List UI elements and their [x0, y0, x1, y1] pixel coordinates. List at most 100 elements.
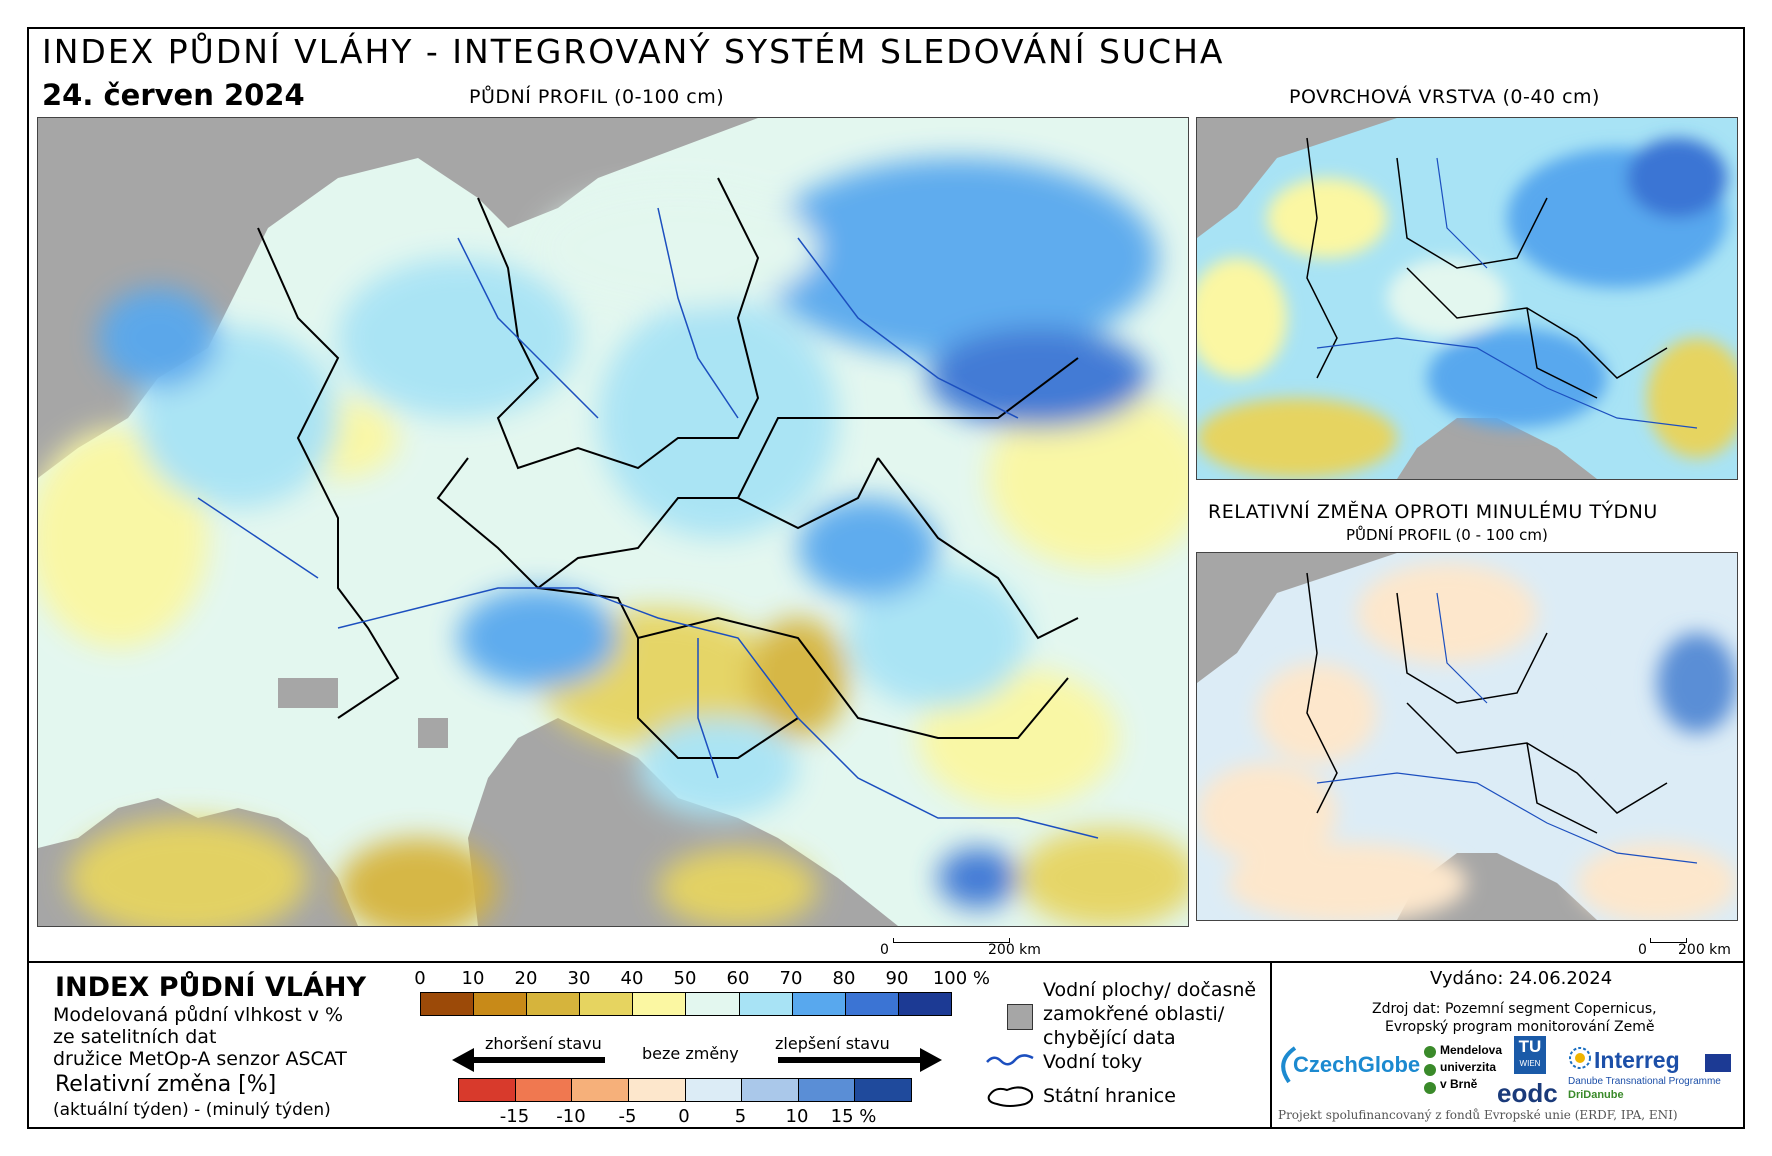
- change-tick-0: -15: [499, 1106, 530, 1127]
- index-swatch-4: [633, 993, 687, 1015]
- index-swatch-8: [845, 993, 899, 1015]
- missing-data-patch: [278, 678, 338, 708]
- source-line-1: Zdroj dat: Pozemní segment Copernicus,: [1372, 1001, 1657, 1017]
- change-swatch-4: [685, 1079, 743, 1101]
- outer-frame: [27, 27, 1745, 1129]
- change-tick-labels: -15 -10 -5 0 5 10 15 %: [458, 1106, 910, 1128]
- relative-change-desc: (aktuální týden) - (minulý týden): [53, 1100, 331, 1120]
- surface-map-label: POVRCHOVÁ VRSTVA (0-40 cm): [1289, 86, 1600, 108]
- eu-flag-icon: [1705, 1054, 1731, 1072]
- index-swatch-0: [421, 993, 475, 1015]
- change-swatch-2: [572, 1079, 629, 1101]
- interreg-sun-icon: [1568, 1046, 1592, 1070]
- river-line-icon: [986, 1054, 1034, 1066]
- interreg-logo-text: Interreg: [1594, 1047, 1680, 1073]
- index-tick-6: 60: [726, 968, 750, 989]
- main-scale-bar: [893, 938, 1010, 943]
- border-outline-icon: [987, 1086, 1034, 1107]
- main-map-label: PŮDNÍ PROFIL (0-100 cm): [469, 86, 725, 108]
- index-tick-2: 20: [514, 968, 538, 989]
- czechglobe-logo: CzechGlobe: [1275, 1042, 1420, 1092]
- funding-note: Projekt spolufinancovaný z fondů Evropsk…: [1278, 1108, 1678, 1122]
- change-tick-2: -5: [618, 1106, 637, 1127]
- issue-date-heading: 24. červen 2024: [42, 78, 305, 112]
- index-swatch-7: [792, 993, 846, 1015]
- worse-label: zhoršení stavu: [485, 1034, 602, 1053]
- small-scale-end: 200 km: [1678, 942, 1731, 958]
- interreg-subtitle: Danube Transnational Programme: [1568, 1076, 1721, 1087]
- change-swatch-5: [742, 1079, 799, 1101]
- index-tick-1: 10: [461, 968, 485, 989]
- change-swatch-0: [459, 1079, 516, 1101]
- index-tick-5: 50: [673, 968, 697, 989]
- change-map-graphic: [1197, 553, 1737, 920]
- index-swatch-3: [580, 993, 634, 1015]
- change-swatch-7: [855, 1079, 911, 1101]
- water-label-1: Vodní plochy/ dočasně: [1043, 979, 1257, 1001]
- legend-divider: [27, 961, 1745, 963]
- mendelu-dot-icon: [1424, 1082, 1436, 1094]
- legend-desc-3: družice MetOp-A senzor ASCAT: [53, 1048, 347, 1070]
- mendelu-dot-icon: [1424, 1064, 1436, 1076]
- page-title: INDEX PŮDNÍ VLÁHY - INTEGROVANÝ SYSTÉM S…: [42, 32, 1225, 71]
- index-tick-labels: 0 10 20 30 40 50 60 70 80 90 100 %: [414, 968, 990, 990]
- change-tick-5: 10: [785, 1106, 809, 1127]
- mendelu-text-1: Mendelova: [1440, 1043, 1503, 1057]
- legend-desc-1: Modelovaná půdní vlhkost v %: [53, 1004, 344, 1026]
- mendelu-dot-icon: [1424, 1046, 1436, 1058]
- index-tick-9: 90: [885, 968, 909, 989]
- worse-arrow-icon: [452, 1048, 605, 1072]
- index-tick-4: 40: [620, 968, 644, 989]
- change-swatch-3: [628, 1079, 686, 1101]
- borders-label: Státní hranice: [1043, 1085, 1176, 1107]
- state-borders: [257, 177, 1079, 759]
- index-tick-3: 30: [567, 968, 591, 989]
- source-line-2: Evropský program monitorování Země: [1385, 1019, 1655, 1035]
- no-change-label: beze změny: [642, 1044, 739, 1063]
- change-tick-4: 5: [734, 1106, 747, 1127]
- surface-map: [1196, 117, 1738, 480]
- change-swatch-1: [515, 1079, 573, 1101]
- index-swatch-5: [686, 993, 740, 1015]
- czechglobe-swoosh-icon: [1281, 1046, 1297, 1084]
- tu-wien-logo: TU WIEN: [1514, 1036, 1546, 1074]
- change-tick-1: -10: [556, 1106, 586, 1127]
- change-tick-3: 0: [678, 1106, 690, 1127]
- eodc-logo: eodc: [1497, 1078, 1558, 1108]
- index-tick-10: 100 %: [932, 968, 991, 989]
- dridanube-logo: DriDanube: [1568, 1089, 1624, 1101]
- legend-desc-2: ze satelitních dat: [53, 1026, 217, 1048]
- small-scale-zero: 0: [1638, 942, 1647, 958]
- change-tick-6: 15 %: [830, 1106, 877, 1127]
- surface-map-graphic: [1197, 118, 1737, 479]
- rivers-label: Vodní toky: [1043, 1051, 1143, 1073]
- index-tick-8: 80: [832, 968, 856, 989]
- change-colorbar: [458, 1078, 912, 1102]
- czechglobe-text: CzechGlobe: [1293, 1052, 1421, 1077]
- index-tick-7: 70: [779, 968, 803, 989]
- main-map: [37, 117, 1189, 927]
- tu-wien-text-1: TU: [1518, 1037, 1542, 1056]
- index-swatch-1: [474, 993, 528, 1015]
- trend-arrows: [452, 1048, 942, 1072]
- index-swatch-9: [898, 993, 951, 1015]
- water-label-2: zamokřené oblasti/: [1043, 1003, 1225, 1025]
- water-label-3: chybějící data: [1043, 1027, 1176, 1049]
- better-arrow-icon: [778, 1048, 942, 1072]
- main-map-graphic: [38, 118, 1188, 926]
- index-swatch-2: [527, 993, 581, 1015]
- mendelu-text-3: v Brně: [1440, 1077, 1478, 1091]
- relative-change-heading: Relativní změna [%]: [55, 1072, 277, 1097]
- rivers: [197, 207, 1099, 839]
- change-map: [1196, 552, 1738, 921]
- change-map-label: RELATIVNÍ ZMĚNA OPROTI MINULÉMU TÝDNU: [1208, 501, 1658, 523]
- better-label: zlepšení stavu: [775, 1034, 890, 1053]
- issued-date: Vydáno: 24.06.2024: [1430, 968, 1613, 989]
- small-scale-bar: [1650, 938, 1687, 943]
- index-swatch-6: [739, 993, 793, 1015]
- tu-wien-text-2: WIEN: [1519, 1059, 1541, 1068]
- missing-data-swatch: [1007, 1004, 1033, 1030]
- index-tick-0: 0: [414, 968, 426, 989]
- mendelu-text-2: univerzita: [1440, 1060, 1497, 1074]
- change-swatch-6: [798, 1079, 856, 1101]
